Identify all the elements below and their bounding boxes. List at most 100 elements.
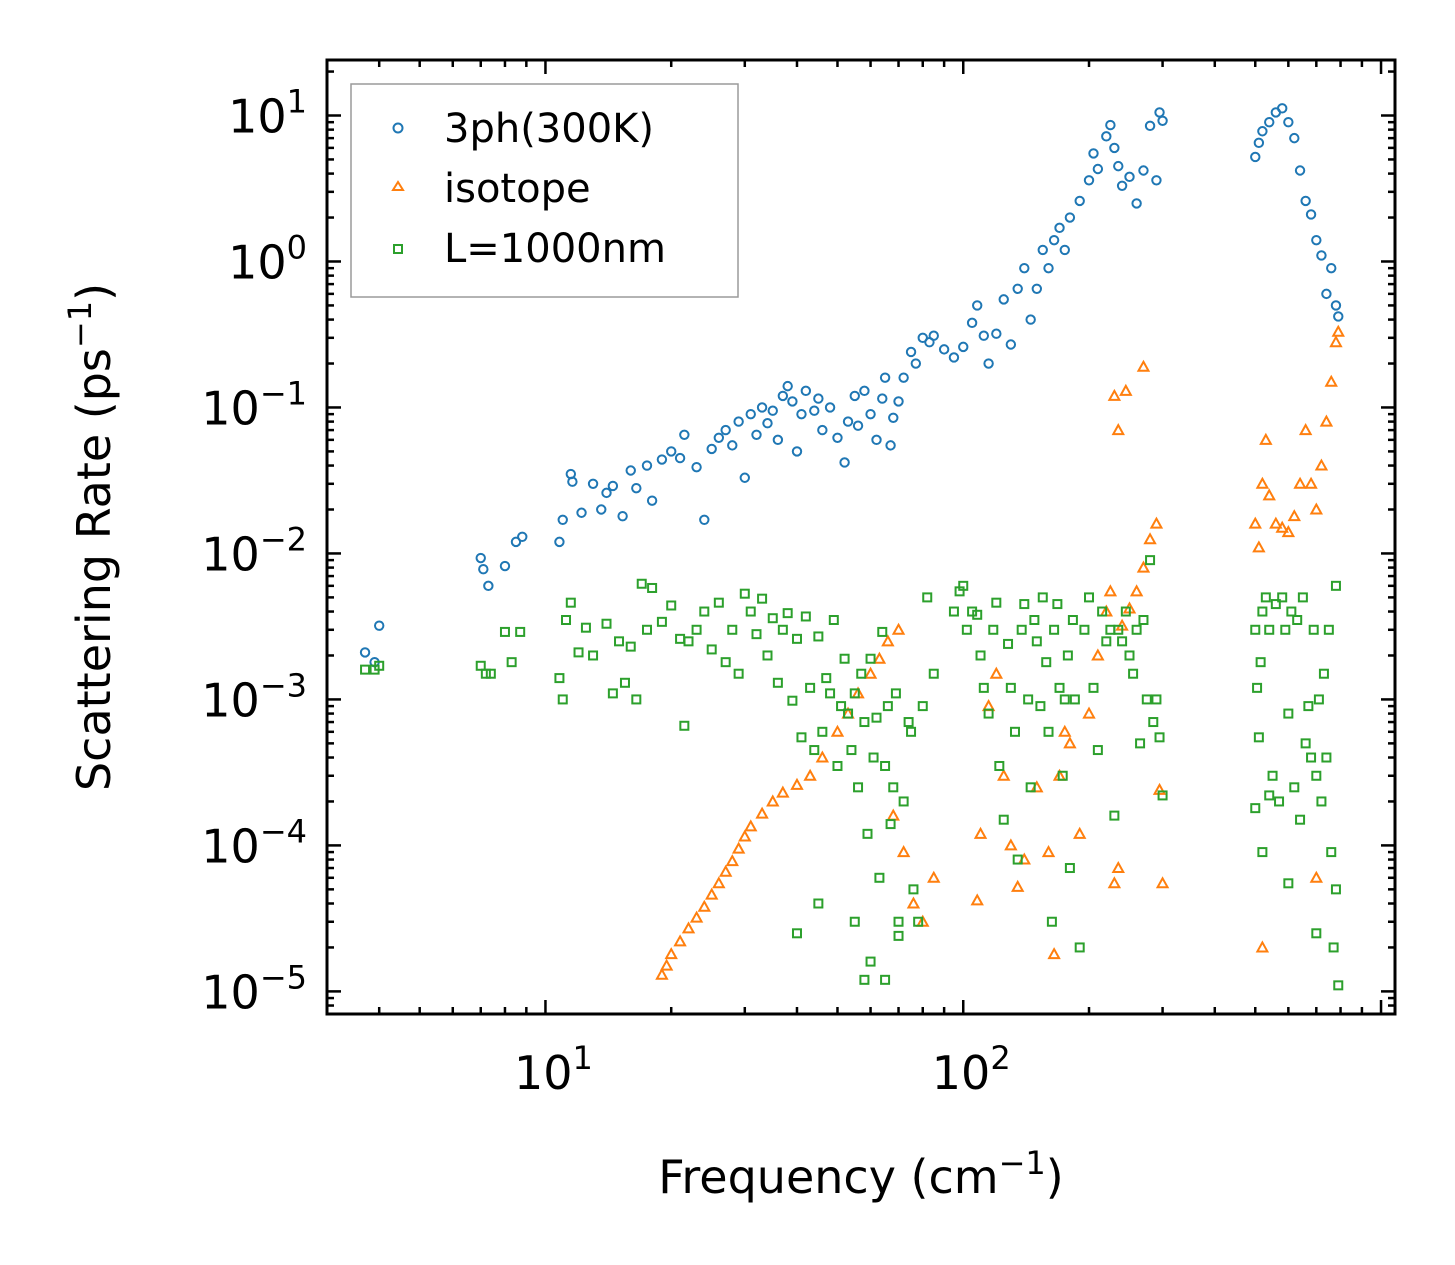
y-axis-label: Scattering Rate (ps−1)	[61, 283, 121, 791]
data-point-boundary	[1043, 726, 1054, 737]
data-point-boundary	[772, 677, 783, 688]
data-point-isotope	[1309, 502, 1324, 515]
data-point-3ph	[877, 393, 888, 404]
data-point-isotope	[906, 896, 921, 909]
data-point-boundary	[506, 657, 517, 668]
data-point-boundary	[1323, 624, 1334, 635]
data-point-boundary	[1264, 790, 1275, 801]
data-point-boundary	[1308, 624, 1319, 635]
data-point-3ph	[1043, 262, 1054, 274]
plot-frame	[325, 58, 1397, 1016]
data-point-boundary	[614, 636, 625, 647]
data-point-3ph	[1054, 222, 1065, 234]
data-point-3ph	[791, 446, 803, 457]
data-point-3ph	[587, 478, 599, 489]
y-tick-label: 10−1	[201, 374, 307, 435]
data-point-isotope	[891, 622, 906, 635]
data-point-isotope	[681, 921, 696, 934]
legend-marker-3ph	[392, 122, 404, 134]
data-point-boundary	[865, 653, 876, 664]
data-point-isotope	[725, 854, 739, 867]
data-point-3ph	[782, 380, 793, 392]
data-point-isotope	[896, 845, 911, 858]
data-point-boundary	[1330, 580, 1341, 591]
legend-label-isotope: isotope	[444, 166, 591, 212]
data-point-3ph	[1092, 163, 1104, 175]
data-point-boundary	[893, 916, 904, 927]
data-point-boundary	[859, 717, 870, 728]
data-point-boundary	[666, 600, 677, 611]
data-point-3ph	[898, 372, 909, 383]
data-point-boundary	[499, 626, 510, 637]
data-point-isotope	[1252, 540, 1266, 553]
data-point-3ph	[1116, 180, 1128, 191]
data-point-3ph	[1005, 339, 1017, 350]
data-point-boundary	[1035, 701, 1046, 712]
data-point-3ph	[1311, 234, 1322, 246]
data-point-3ph	[756, 402, 768, 413]
data-point-boundary	[374, 660, 385, 671]
data-point-boundary	[625, 641, 636, 652]
data-point-isotope	[705, 887, 719, 900]
data-point-isotope	[1143, 532, 1157, 545]
data-point-boundary	[1041, 657, 1052, 668]
data-point-isotope	[863, 666, 878, 679]
data-point-boundary	[928, 668, 939, 679]
data-point-boundary	[641, 624, 652, 635]
legend: 3ph(300K) isotope L=1000nm	[350, 83, 739, 298]
data-point-3ph	[1276, 103, 1288, 114]
data-point-boundary	[1145, 555, 1156, 566]
data-point-boundary	[958, 580, 969, 591]
data-point-boundary	[561, 615, 572, 626]
data-point-boundary	[1267, 770, 1278, 781]
data-point-3ph	[727, 440, 738, 451]
data-point-boundary	[1120, 606, 1131, 617]
x-tick-label: 101	[514, 1039, 593, 1100]
data-point-isotope	[1269, 516, 1283, 529]
data-point-isotope	[1058, 724, 1072, 737]
data-point-3ph	[885, 440, 896, 451]
data-point-boundary	[817, 726, 828, 737]
data-point-boundary	[1300, 738, 1311, 749]
data-point-boundary	[888, 782, 899, 793]
data-point-3ph	[641, 460, 653, 471]
data-point-boundary	[636, 578, 647, 589]
data-point-boundary	[913, 916, 924, 927]
data-point-3ph	[1031, 283, 1043, 294]
data-point-boundary	[975, 650, 986, 661]
data-point-isotope	[1111, 860, 1125, 874]
data-point-boundary	[893, 930, 904, 941]
y-tick-label: 10−4	[201, 812, 307, 873]
data-point-boundary	[1306, 752, 1317, 763]
data-point-3ph	[1305, 209, 1317, 220]
data-point-3ph	[733, 416, 744, 427]
data-point-boundary	[1054, 682, 1065, 693]
data-point-boundary	[706, 644, 717, 655]
data-point-boundary	[813, 898, 824, 909]
data-point-3ph	[567, 476, 578, 487]
data-point-boundary	[961, 624, 972, 635]
data-point-3ph	[679, 429, 690, 440]
data-point-3ph	[1019, 262, 1030, 274]
data-point-3ph	[767, 405, 778, 416]
data-point-3ph	[1144, 120, 1156, 132]
data-point-3ph	[991, 328, 1002, 339]
data-point-3ph	[499, 560, 511, 572]
data-point-3ph	[745, 408, 756, 420]
data-point-boundary	[1037, 592, 1048, 603]
y-tick-label: 10−5	[201, 958, 307, 1019]
data-point-boundary	[1157, 790, 1168, 801]
data-point-isotope	[815, 750, 830, 763]
legend-marker-boundary	[393, 244, 403, 254]
data-point-boundary	[805, 682, 816, 693]
data-point-boundary	[1313, 694, 1324, 705]
data-point-boundary	[1321, 752, 1332, 763]
data-point-boundary	[880, 974, 891, 985]
data-point-boundary	[1084, 592, 1095, 603]
data-point-isotope	[1047, 947, 1061, 960]
data-point-boundary	[839, 653, 850, 664]
data-point-isotope	[1324, 374, 1338, 387]
data-point-boundary	[983, 708, 994, 719]
data-point-isotope	[1329, 335, 1343, 348]
data-point-3ph	[557, 514, 568, 526]
